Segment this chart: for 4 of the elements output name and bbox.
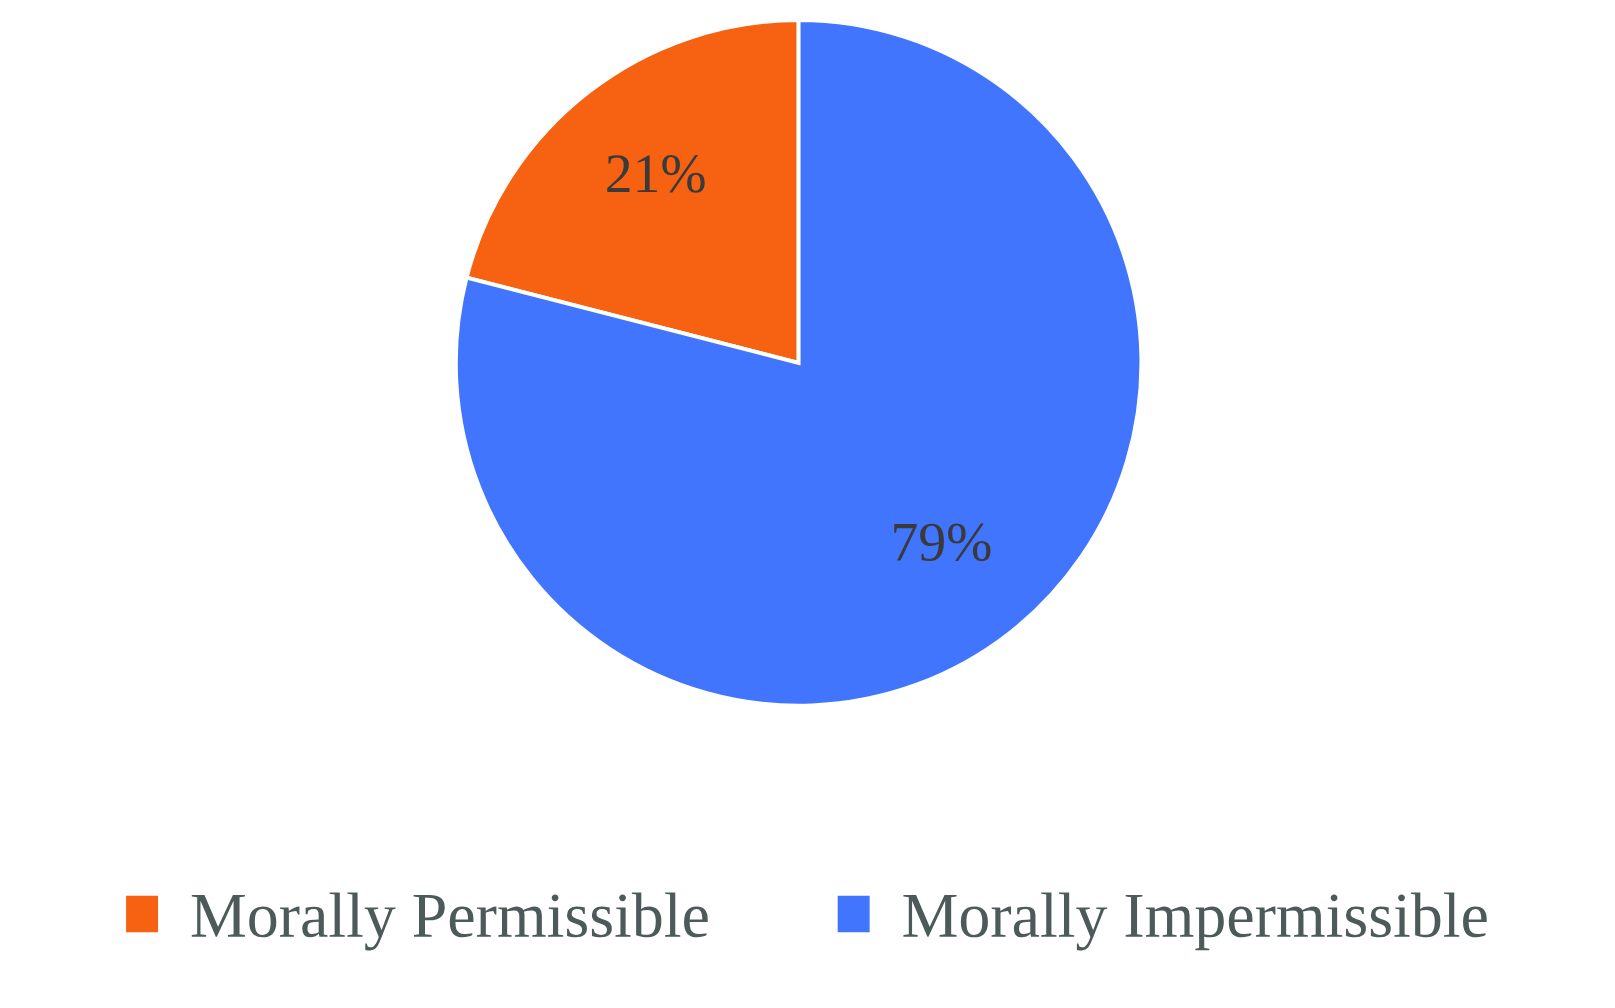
legend-label: Morally Permissible bbox=[191, 892, 708, 951]
data-label: 79% bbox=[894, 523, 991, 562]
data-label: 21% bbox=[607, 155, 705, 193]
legend-label: Morally Impermissible bbox=[903, 892, 1487, 951]
